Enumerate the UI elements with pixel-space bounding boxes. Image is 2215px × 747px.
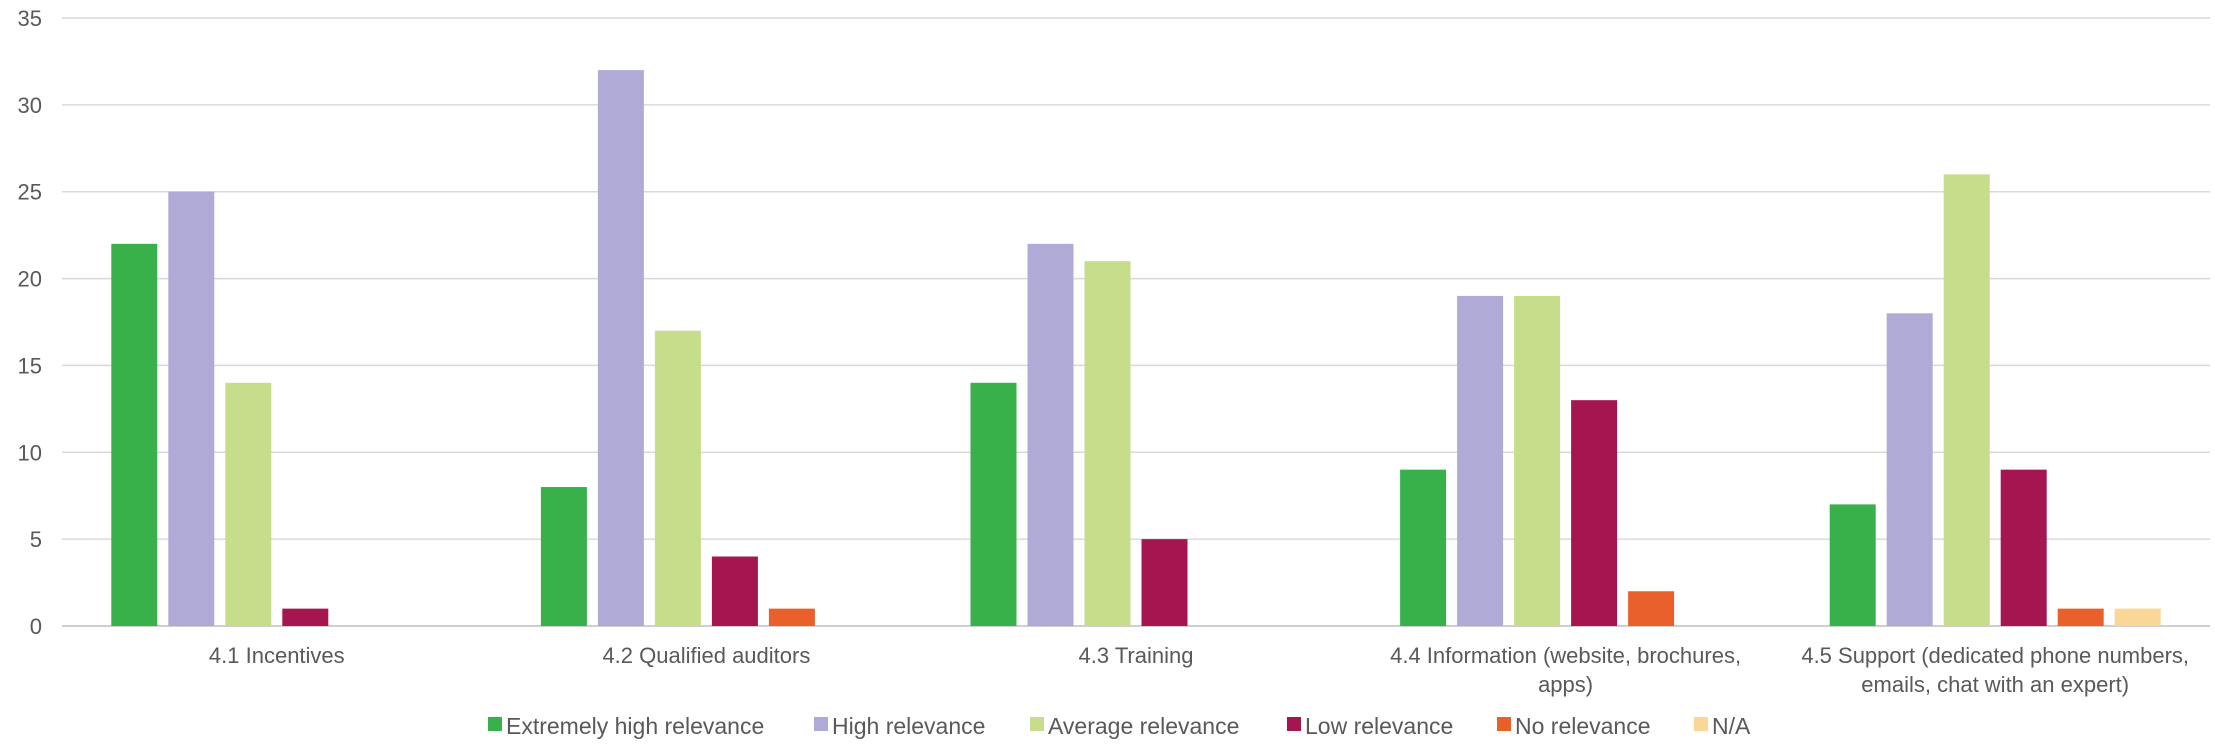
y-tick-label: 0 (30, 614, 42, 639)
x-category-label: apps) (1538, 672, 1593, 697)
bar (654, 330, 701, 626)
legend-label: Extremely high relevance (506, 713, 764, 739)
legend-label: High relevance (832, 713, 985, 739)
bar (1886, 313, 1933, 626)
legend-item: Low relevance (1287, 713, 1453, 739)
legend: Extremely high relevance High relevance Av… (488, 713, 1751, 739)
y-tick-label: 20 (18, 267, 42, 292)
bar (168, 191, 215, 626)
bar (1457, 295, 1504, 626)
bar (1628, 591, 1675, 626)
legend-label: Low relevance (1305, 713, 1453, 739)
legend-swatch (1287, 717, 1301, 731)
x-axis-labels: 4.1 Incentives 4.2 Qualified auditors 4.3 … (209, 643, 2189, 697)
bar (711, 556, 758, 626)
bar (1084, 261, 1131, 626)
x-category-label: 4.1 Incentives (209, 643, 345, 668)
y-axis-ticks: 0 5 10 15 20 25 30 35 (18, 6, 42, 639)
legend-label: N/A (1712, 713, 1751, 739)
bar (970, 382, 1017, 626)
y-tick-label: 5 (30, 527, 42, 552)
bar (1943, 174, 1990, 627)
bar (1141, 539, 1188, 626)
legend-label: Average relevance (1048, 713, 1239, 739)
bar (1400, 469, 1447, 626)
x-category-label: emails, chat with an expert) (1861, 672, 2129, 697)
bar (1571, 400, 1618, 626)
y-tick-label: 35 (18, 6, 42, 31)
bar (282, 608, 329, 626)
bar (1027, 243, 1074, 627)
legend-swatch (488, 717, 502, 731)
legend-label: No relevance (1515, 713, 1651, 739)
bar (540, 487, 587, 626)
y-tick-label: 25 (18, 180, 42, 205)
bar (597, 70, 644, 627)
legend-swatch (1497, 717, 1511, 731)
x-category-label: 4.2 Qualified auditors (602, 643, 810, 668)
bar (2000, 469, 2047, 626)
bar (1514, 295, 1561, 626)
y-tick-label: 30 (18, 93, 42, 118)
bar (2114, 608, 2161, 626)
legend-swatch (1694, 717, 1708, 731)
gridlines (62, 17, 2210, 627)
legend-item: No relevance (1497, 713, 1651, 739)
x-category-label: 4.4 Information (website, brochures, (1390, 643, 1741, 668)
x-category-label: 4.3 Training (1079, 643, 1194, 668)
legend-item: High relevance (814, 713, 985, 739)
x-category-label: 4.5 Support (dedicated phone numbers, (1801, 643, 2189, 668)
legend-item: Average relevance (1030, 713, 1239, 739)
bar (111, 243, 158, 627)
bar (225, 382, 272, 626)
y-tick-label: 10 (18, 440, 42, 465)
bar (2057, 608, 2104, 626)
bar (1829, 504, 1876, 626)
bars (111, 70, 2161, 627)
legend-item: Extremely high relevance (488, 713, 764, 739)
legend-swatch (814, 717, 828, 731)
legend-item: N/A (1694, 713, 1751, 739)
bar (768, 608, 815, 626)
y-tick-label: 15 (18, 353, 42, 378)
legend-swatch (1030, 717, 1044, 731)
